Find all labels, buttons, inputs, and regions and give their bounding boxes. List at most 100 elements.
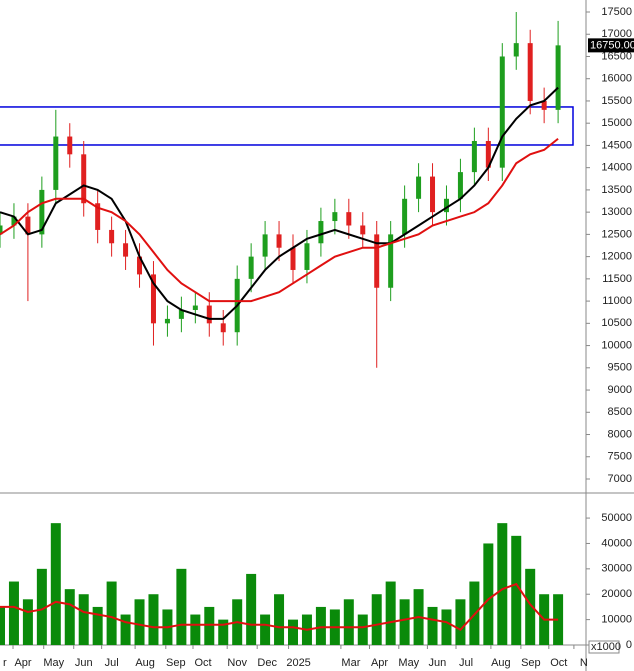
candle-body	[137, 256, 143, 275]
y-tick-label: 17000	[601, 28, 632, 40]
y-tick-label: 50000	[601, 512, 632, 524]
x-tick-label: May	[43, 657, 64, 669]
candle-body	[11, 216, 17, 226]
x-tick-label: Jun	[429, 657, 447, 669]
volume-bar	[260, 614, 271, 645]
volume-bar	[343, 599, 354, 645]
unit-box	[588, 640, 620, 654]
volume-bar	[399, 599, 410, 645]
y-tick-label: 40000	[601, 537, 632, 549]
candle-body	[541, 100, 547, 110]
volume-bar	[22, 599, 33, 645]
volume-bar	[455, 599, 466, 645]
y-tick-label: 20000	[601, 588, 632, 600]
x-tick-label: Jul	[105, 657, 119, 669]
y-tick-label: 15500	[601, 95, 632, 107]
candle-body	[53, 136, 59, 190]
volume-unit: x1000	[591, 641, 621, 653]
candle-body	[95, 203, 101, 230]
moving-average	[0, 137, 559, 303]
x-tick-label: N	[580, 657, 588, 669]
volume-bar	[134, 599, 145, 645]
x-tick-label: Aug	[135, 657, 155, 669]
candle-body	[262, 234, 268, 257]
candle-body	[430, 176, 436, 213]
candle-body	[388, 234, 394, 288]
volume-bar	[148, 594, 159, 645]
candle-body	[290, 247, 296, 270]
x-tick-label: Jun	[75, 657, 93, 669]
candle-body	[374, 234, 380, 288]
y-tick-label: 8000	[608, 428, 632, 440]
volume-bar	[483, 543, 494, 645]
x-tick-label: Mar	[341, 657, 360, 669]
volume-bar	[50, 523, 61, 645]
volume-bar	[0, 606, 5, 645]
candle-body	[360, 225, 366, 235]
candle-body	[109, 229, 115, 244]
candle-body	[150, 274, 156, 324]
volume-bar	[371, 594, 382, 645]
price-zone	[0, 106, 574, 146]
volume-bar	[274, 594, 285, 645]
volume-bar	[36, 568, 47, 645]
volume-bar	[204, 606, 215, 645]
y-tick-label: 14000	[601, 162, 632, 174]
candle-body	[67, 136, 73, 155]
y-tick-label: 12500	[601, 228, 632, 240]
x-tick-label: Apr	[14, 657, 31, 669]
volume-bar	[246, 573, 257, 645]
x-tick-label: Sep	[166, 657, 186, 669]
last-price-label: 16750.00	[590, 39, 634, 51]
y-tick-label: 7000	[608, 473, 632, 485]
candle-body	[304, 243, 310, 270]
y-tick-label: 10500	[601, 317, 632, 329]
y-tick-label: 16500	[601, 50, 632, 62]
candle-body	[123, 243, 129, 257]
y-tick-label: 10000	[601, 614, 632, 626]
candle-body	[206, 305, 212, 324]
x-tick-label: Oct	[194, 657, 211, 669]
y-tick-label: 15000	[601, 117, 632, 129]
candle-body	[81, 154, 87, 204]
y-tick-label: 9500	[608, 362, 632, 374]
y-tick-label: 13500	[601, 184, 632, 196]
x-tick-label: Oct	[550, 657, 567, 669]
volume-bar	[64, 589, 75, 645]
volume-bar	[427, 606, 438, 645]
candle-body	[485, 140, 491, 168]
candle-body	[276, 234, 282, 248]
x-tick-label: Sep	[521, 657, 541, 669]
candle-body	[39, 189, 45, 235]
y-tick-label: 11500	[602, 273, 632, 285]
candle-body	[318, 221, 324, 244]
volume-bar	[288, 619, 298, 645]
x-tick-label: Nov	[227, 657, 247, 669]
y-tick-label: 11000	[602, 295, 632, 307]
volume-bar	[315, 606, 326, 645]
y-tick-label: 7500	[608, 451, 632, 463]
volume-bar	[525, 568, 536, 645]
candle-body	[332, 212, 338, 222]
volume-bar	[511, 535, 522, 645]
volume-bar	[190, 614, 201, 645]
y-tick-label: 12000	[601, 251, 632, 263]
y-tick-label: 30000	[601, 563, 632, 575]
candle-body	[164, 318, 170, 324]
y-tick-label: 0	[626, 639, 632, 651]
candle-body	[555, 45, 561, 110]
candle-body	[220, 323, 226, 333]
x-tick-label: Jul	[459, 657, 473, 669]
candle-body	[25, 216, 31, 235]
volume-bar	[357, 614, 368, 645]
x-tick-label: Dec	[257, 657, 277, 669]
last-price-box	[588, 38, 634, 53]
volume-bar	[497, 523, 508, 645]
candle-body	[178, 309, 184, 319]
x-tick-label: r	[3, 657, 7, 669]
x-tick-label: 2025	[286, 657, 310, 669]
candle-body	[527, 43, 533, 101]
candle-body	[513, 43, 519, 57]
